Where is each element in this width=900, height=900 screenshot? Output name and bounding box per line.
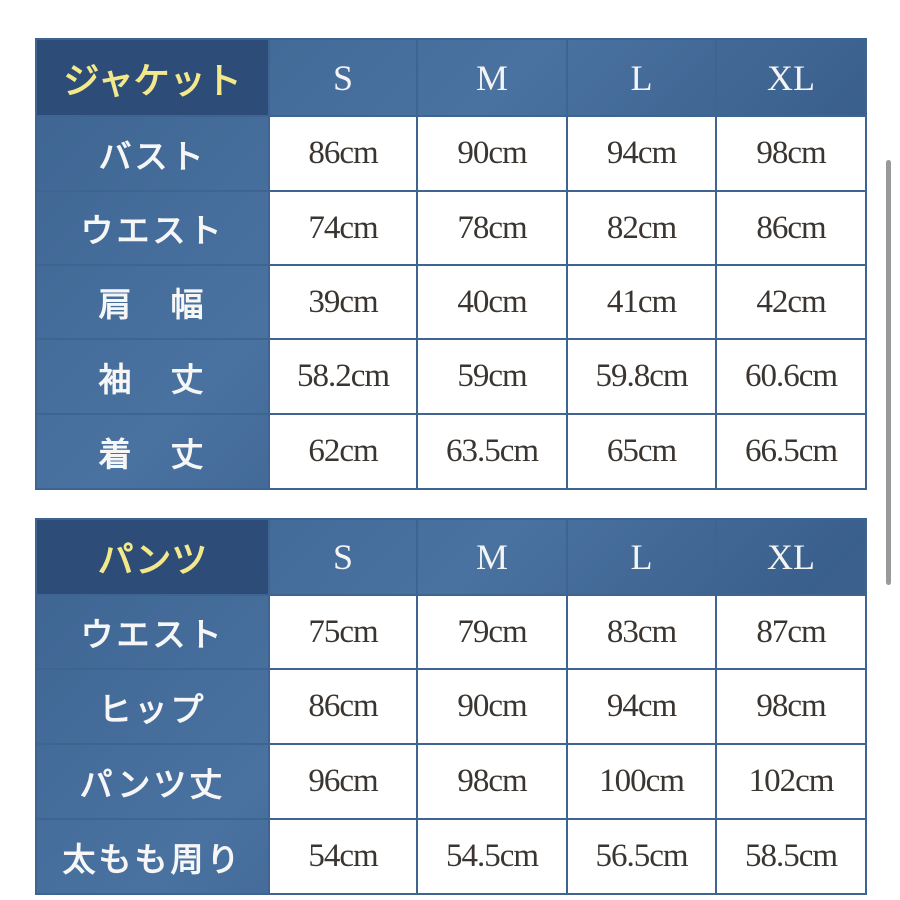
cell-cell: 87cm — [715, 594, 867, 670]
cell-cell: 56.5cm — [566, 818, 717, 895]
cell-cell: 78cm — [416, 190, 568, 266]
cell-cell: 39cm — [268, 264, 418, 340]
cell-cell: 66.5cm — [715, 413, 867, 490]
pants-size-table: パンツ S M L XL ウエスト 75cm 79cm 83cm 87cm ヒップ 86cm 90cm 9… — [35, 518, 867, 895]
cell-cell: 102cm — [715, 743, 867, 820]
label-cell: 着 丈 — [35, 413, 270, 490]
cell-cell: 74cm — [268, 190, 418, 266]
label-cell: ウエスト — [35, 190, 270, 266]
size-row: ウエスト 75cm 79cm 83cm 87cm — [35, 594, 867, 670]
head-cell: XL — [715, 518, 867, 596]
label-cell: 肩 幅 — [35, 264, 270, 340]
head-cell: L — [566, 518, 717, 596]
label-cell: 袖 丈 — [35, 338, 270, 415]
corner-cell: ジャケット — [35, 38, 270, 117]
size-row: ヒップ 86cm 90cm 94cm 98cm — [35, 668, 867, 745]
cell-cell: 94cm — [566, 115, 717, 192]
label-cell: ウエスト — [35, 594, 270, 670]
cell-cell: 94cm — [566, 668, 717, 745]
cell-cell: 63.5cm — [416, 413, 568, 490]
cell-cell: 65cm — [566, 413, 717, 490]
size-row: 肩 幅 39cm 40cm 41cm 42cm — [35, 264, 867, 340]
head-cell: M — [416, 518, 568, 596]
cell-cell: 58.2cm — [268, 338, 418, 415]
cell-cell: 96cm — [268, 743, 418, 820]
label-cell: 太もも周り — [35, 818, 270, 895]
size-row: ウエスト 74cm 78cm 82cm 86cm — [35, 190, 867, 266]
cell-cell: 98cm — [416, 743, 568, 820]
header-row: ジャケット S M L XL — [35, 38, 867, 117]
cell-cell: 60.6cm — [715, 338, 867, 415]
cell-cell: 40cm — [416, 264, 568, 340]
head-cell: S — [268, 38, 418, 117]
cell-cell: 41cm — [566, 264, 717, 340]
label-cell: バスト — [35, 115, 270, 192]
header-row: パンツ S M L XL — [35, 518, 867, 596]
cell-cell: 58.5cm — [715, 818, 867, 895]
cell-cell: 59cm — [416, 338, 568, 415]
head-cell: XL — [715, 38, 867, 117]
cell-cell: 54cm — [268, 818, 418, 895]
cell-cell: 90cm — [416, 668, 568, 745]
cell-cell: 83cm — [566, 594, 717, 670]
cell-cell: 62cm — [268, 413, 418, 490]
cell-cell: 82cm — [566, 190, 717, 266]
cell-cell: 54.5cm — [416, 818, 568, 895]
size-row: 着 丈 62cm 63.5cm 65cm 66.5cm — [35, 413, 867, 490]
corner-cell: パンツ — [35, 518, 270, 596]
scrollbar[interactable] — [886, 160, 891, 585]
label-cell: ヒップ — [35, 668, 270, 745]
cell-cell: 100cm — [566, 743, 717, 820]
cell-cell: 86cm — [268, 668, 418, 745]
head-cell: S — [268, 518, 418, 596]
label-cell: パンツ丈 — [35, 743, 270, 820]
size-row: 太もも周り 54cm 54.5cm 56.5cm 58.5cm — [35, 818, 867, 895]
jacket-size-table: ジャケット S M L XL バスト 86cm 90cm 94cm 98cm ウエスト 74cm 78c… — [35, 38, 867, 490]
size-row: パンツ丈 96cm 98cm 100cm 102cm — [35, 743, 867, 820]
cell-cell: 86cm — [268, 115, 418, 192]
cell-cell: 98cm — [715, 668, 867, 745]
cell-cell: 86cm — [715, 190, 867, 266]
cell-cell: 59.8cm — [566, 338, 717, 415]
size-row: バスト 86cm 90cm 94cm 98cm — [35, 115, 867, 192]
size-row: 袖 丈 58.2cm 59cm 59.8cm 60.6cm — [35, 338, 867, 415]
cell-cell: 42cm — [715, 264, 867, 340]
head-cell: L — [566, 38, 717, 117]
cell-cell: 90cm — [416, 115, 568, 192]
head-cell: M — [416, 38, 568, 117]
cell-cell: 79cm — [416, 594, 568, 670]
cell-cell: 75cm — [268, 594, 418, 670]
cell-cell: 98cm — [715, 115, 867, 192]
